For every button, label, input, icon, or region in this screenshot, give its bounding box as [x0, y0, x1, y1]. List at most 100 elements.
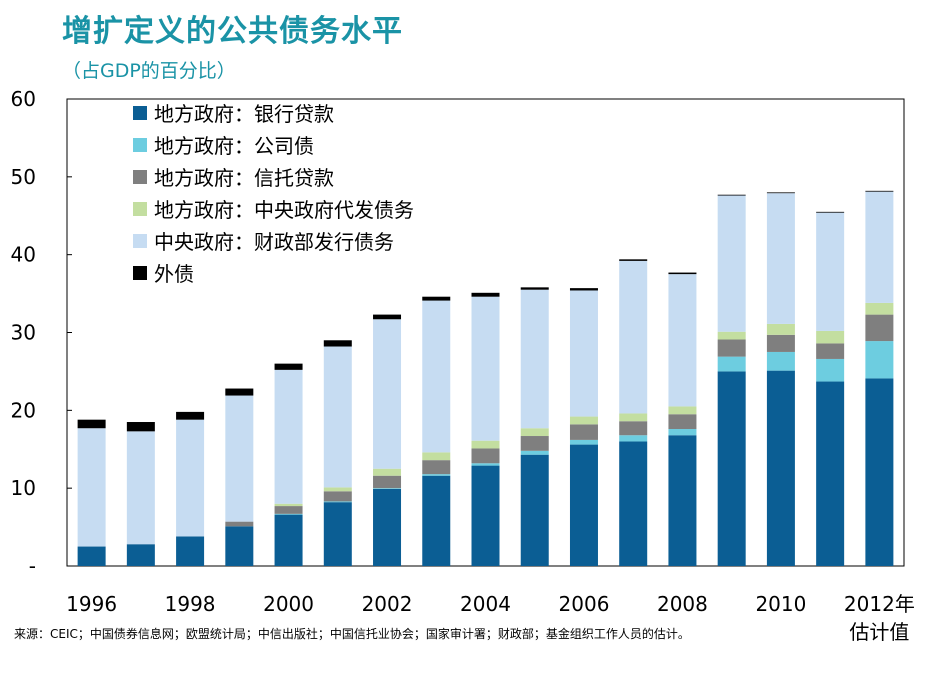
bar-segment — [717, 195, 746, 332]
bar-segment — [717, 331, 746, 340]
x-tick-label: 2000 — [263, 592, 314, 616]
legend-swatch — [133, 170, 147, 184]
bar-segment — [471, 292, 500, 297]
bar-segment — [274, 514, 303, 566]
bar-segment — [176, 411, 205, 420]
bar-segment — [422, 452, 451, 461]
bar-segment — [323, 501, 352, 503]
bar-segment — [717, 356, 746, 372]
bar-segment — [520, 436, 549, 451]
bar-segment — [520, 450, 549, 455]
bar-segment — [373, 468, 402, 476]
legend-swatch — [133, 234, 147, 248]
bar-segment — [668, 414, 697, 430]
bar-segment — [865, 190, 894, 192]
bar-segment — [225, 526, 254, 566]
bar-segment — [717, 194, 746, 196]
y-tick-label: 50 — [11, 165, 36, 189]
y-tick-label: 20 — [11, 398, 36, 422]
y-tick-label: 30 — [11, 321, 36, 345]
bar-segment — [422, 460, 451, 475]
bar-segment — [274, 503, 303, 507]
chart-subtitle: （占GDP的百分比） — [62, 60, 236, 82]
bar-segment — [471, 440, 500, 449]
bar-segment — [668, 272, 697, 275]
bar-segment — [520, 428, 549, 437]
bar-segment — [274, 369, 303, 504]
legend-swatch — [133, 202, 147, 216]
bar-segment — [471, 463, 500, 466]
bar-segment — [668, 274, 697, 407]
bar-segment — [126, 422, 155, 432]
bar-segment — [373, 488, 402, 566]
bar-segment — [373, 314, 402, 320]
bar-segment — [816, 358, 845, 382]
y-tick-label: - — [29, 554, 36, 578]
bar-segment — [274, 513, 303, 515]
bar-segment — [422, 300, 451, 453]
bar-segment — [373, 488, 402, 489]
bar-segment — [717, 371, 746, 566]
bar-segment — [520, 287, 549, 290]
x-tick-label: 2010 — [755, 592, 806, 616]
bar-segment — [816, 343, 845, 359]
bar-segment — [176, 536, 205, 566]
bar-segment — [865, 341, 894, 379]
bar-segment — [816, 381, 845, 566]
bar-segment — [766, 193, 795, 324]
bar-segment — [619, 441, 648, 566]
x-tick-label-note: 估计值 — [849, 620, 909, 644]
x-tick-label: 2012年 — [844, 592, 915, 616]
bar-segment — [520, 289, 549, 429]
bar-segment — [816, 330, 845, 344]
legend-label: 地方政府：中央政府代发债务 — [154, 198, 414, 222]
bar-segment — [865, 302, 894, 315]
bar-segment — [569, 290, 598, 417]
legend-swatch — [133, 138, 147, 152]
legend-label: 地方政府：公司债 — [154, 134, 314, 158]
bar-segment — [766, 334, 795, 352]
bar-segment — [865, 378, 894, 566]
bar-segment — [717, 339, 746, 357]
y-tick-label: 40 — [11, 243, 36, 267]
bar-segment — [126, 431, 155, 545]
bar-segment — [323, 491, 352, 502]
bar-segment — [126, 544, 155, 566]
bar-segment — [77, 546, 106, 566]
y-tick-label: 10 — [11, 476, 36, 500]
bar-segment — [225, 395, 254, 522]
y-tick-label: 60 — [11, 87, 36, 111]
legend-label: 地方政府：银行贷款 — [154, 102, 334, 126]
bar-segment — [865, 314, 894, 342]
bar-segment — [766, 323, 795, 335]
bar-segment — [816, 212, 845, 331]
bar-segment — [373, 475, 402, 489]
x-tick-label: 2002 — [362, 592, 413, 616]
bar-segment — [865, 191, 894, 303]
bar-segment — [471, 465, 500, 566]
bar-segment — [176, 419, 205, 537]
bar-segment — [619, 260, 648, 414]
source-note: 来源：CEIC；中国债券信息网；欧盟统计局；中信出版社；中国信托业协会；国家审计… — [14, 627, 690, 641]
chart-title: 增扩定义的公共债务水平 — [62, 14, 403, 49]
bar-segment — [274, 506, 303, 514]
bar-segment — [471, 296, 500, 441]
bar-segment — [619, 421, 648, 436]
bar-segment — [766, 370, 795, 566]
bar-segment — [569, 424, 598, 440]
bar-segment — [569, 444, 598, 566]
bar-segment — [520, 454, 549, 566]
bar-segment — [766, 192, 795, 194]
x-tick-label: 2008 — [657, 592, 708, 616]
x-tick-label: 1996 — [66, 592, 117, 616]
bar-segment — [816, 211, 845, 213]
x-tick-label: 2006 — [559, 592, 610, 616]
bar-segment — [766, 351, 795, 371]
bar-segment — [225, 521, 254, 527]
bar-segment — [569, 416, 598, 425]
x-tick-label: 2004 — [460, 592, 511, 616]
legend-label: 中央政府：财政部发行债务 — [154, 230, 394, 254]
bar-segment — [323, 340, 352, 347]
bar-segment — [668, 435, 697, 566]
